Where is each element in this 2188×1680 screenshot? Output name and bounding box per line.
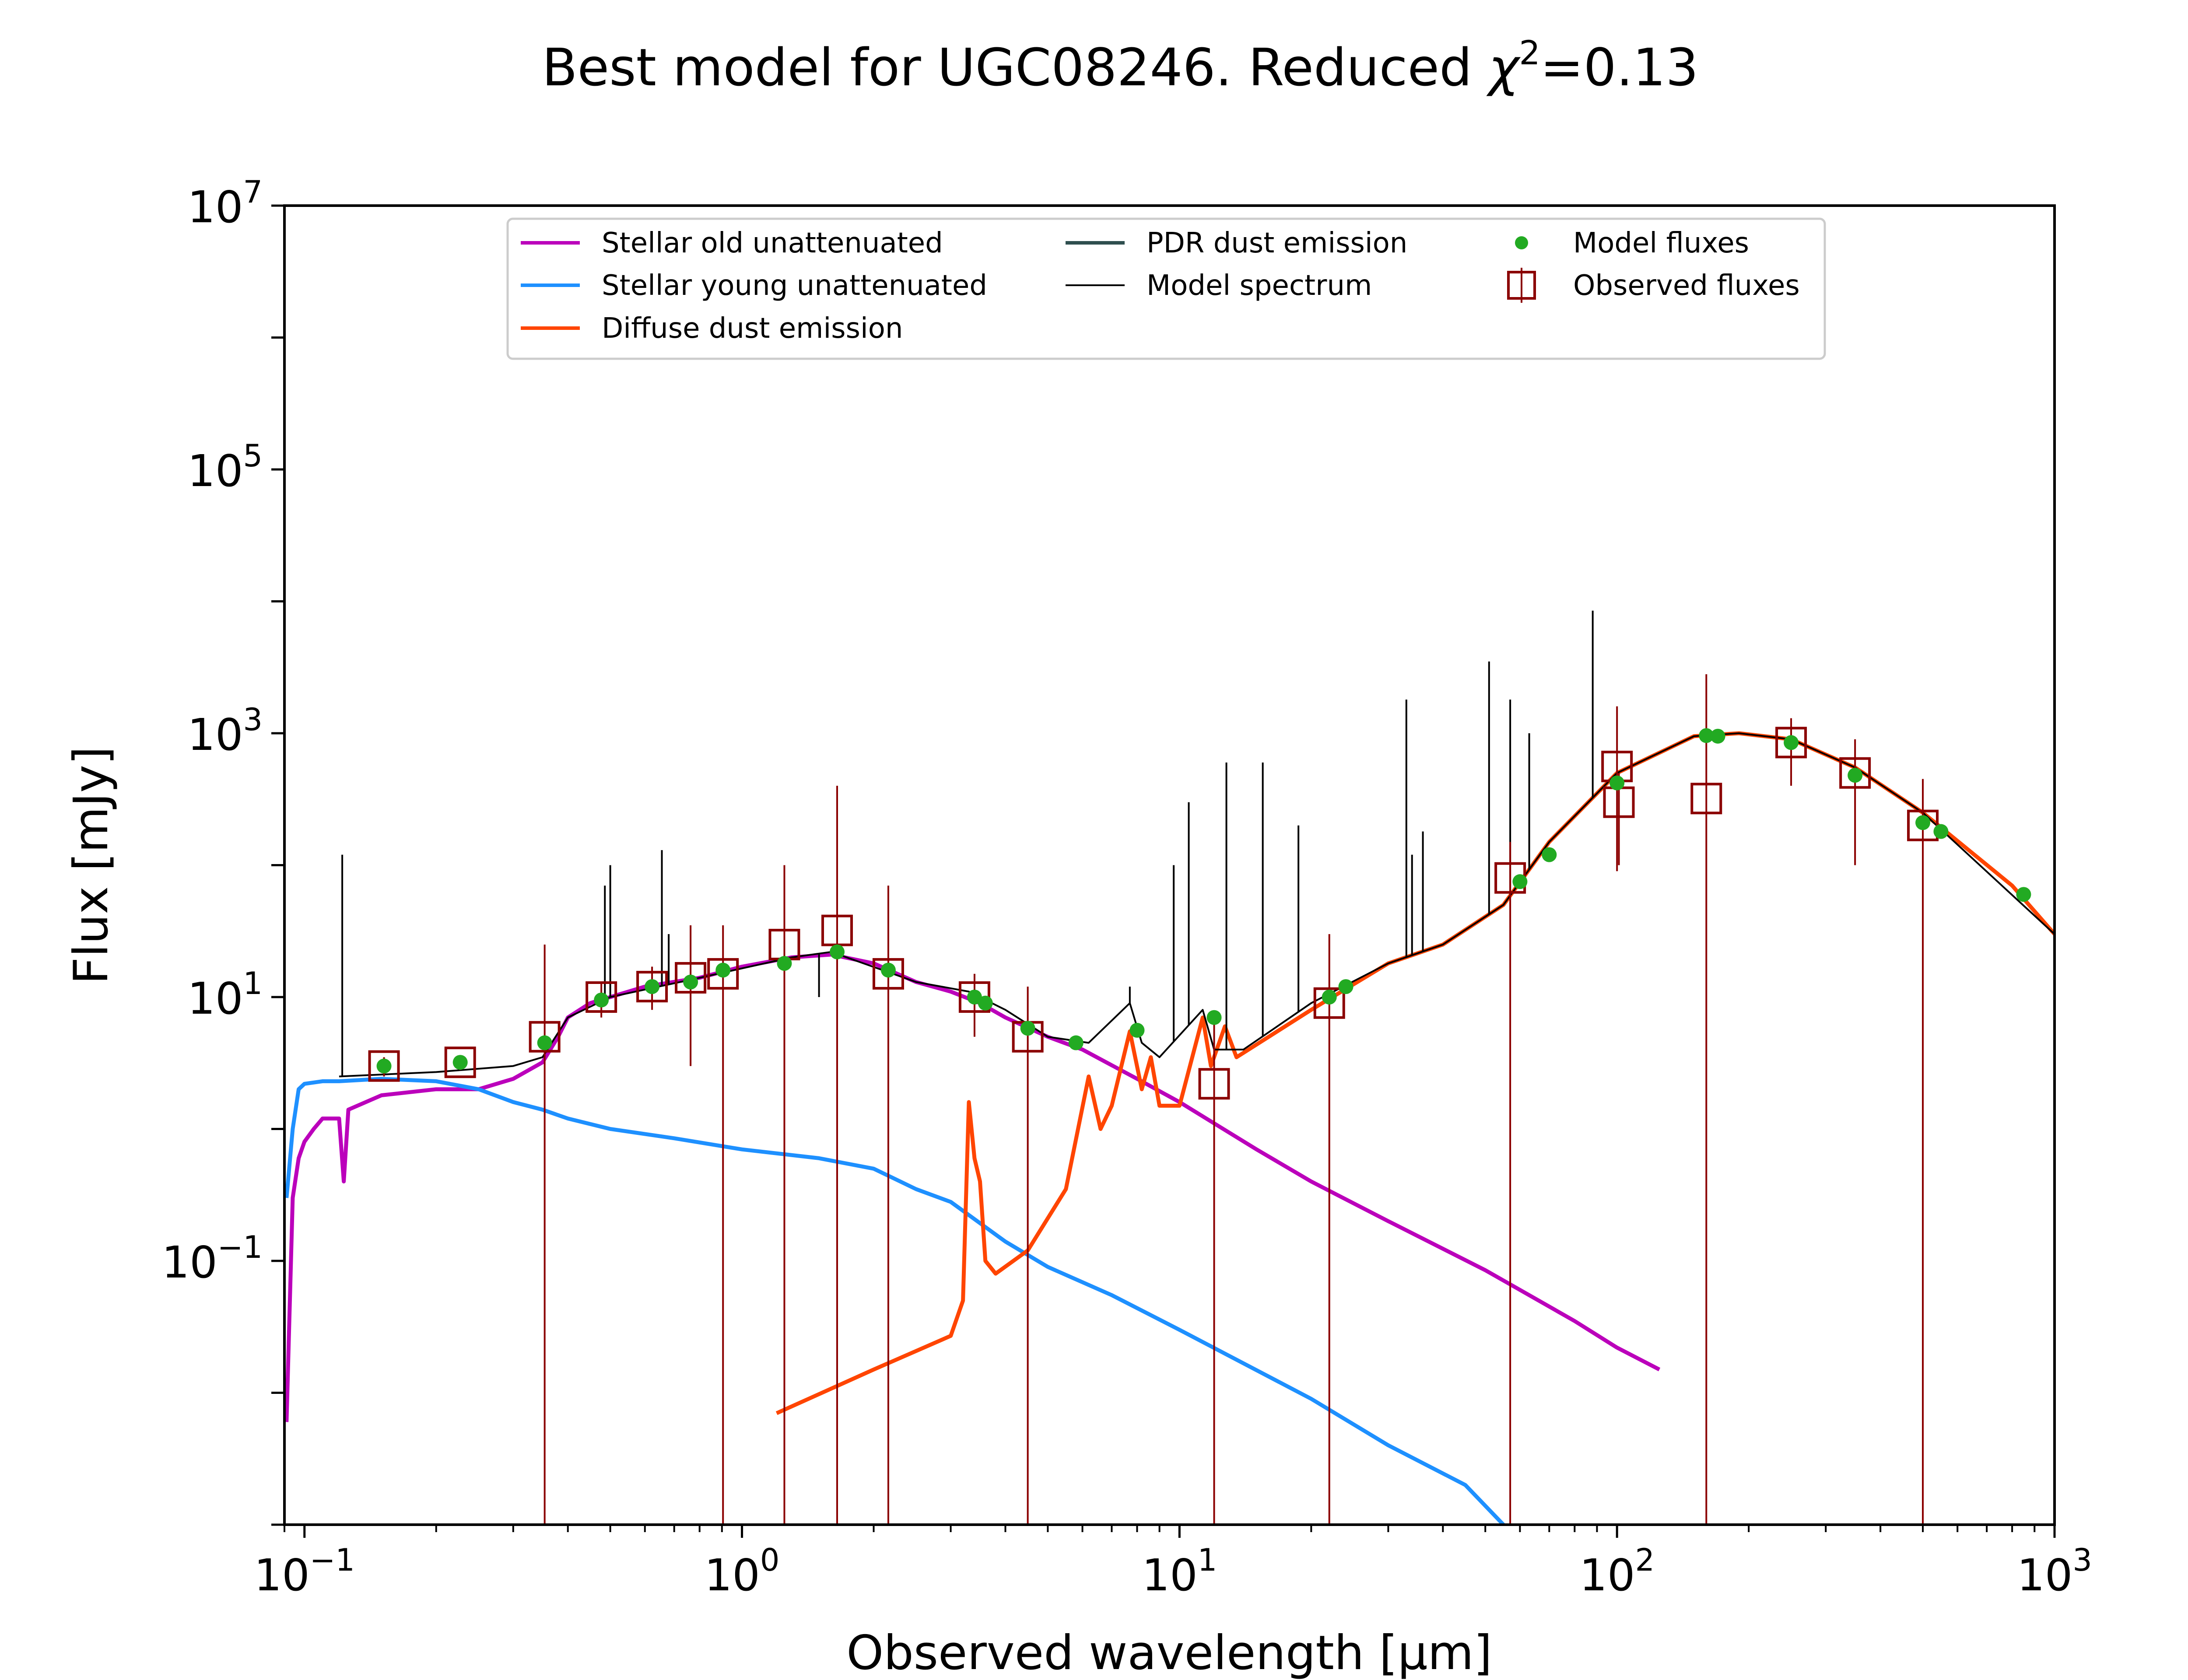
model-flux-point — [1512, 874, 1528, 889]
y-tick-label: 107 — [187, 174, 263, 233]
observed-flux-marker — [1313, 987, 1345, 1019]
model-flux-point — [1129, 1022, 1145, 1038]
model-flux-point — [978, 995, 993, 1011]
model-flux-point — [715, 962, 731, 978]
tick-layer: 10−1 100 101 102 103 10−1 101 103 105 107 — [162, 174, 2092, 1601]
legend-label-stellar-young-unattenuated: Stellar young unattenuated — [602, 270, 987, 302]
observed-flux-marker — [444, 1046, 476, 1078]
model-flux-point — [537, 1035, 552, 1050]
model-flux-point — [1915, 815, 1931, 830]
model-flux-point — [967, 990, 982, 1004]
observed-flux-marker — [1839, 757, 1871, 789]
observed-flux-marker — [586, 981, 617, 1013]
model-flux-point — [1020, 1021, 1035, 1036]
legend-label-diffuse-dust-emission: Diffuse dust emission — [602, 312, 903, 345]
observed-flux-marker — [636, 971, 668, 1003]
model-flux-point — [645, 979, 660, 994]
legend-box — [506, 217, 1826, 360]
legend-label-observed-fluxes: Observed fluxes — [1573, 270, 1800, 302]
legend-swatch-model-fluxes — [1515, 236, 1528, 249]
model-flux-point — [1322, 990, 1337, 1004]
x-tick-label: 101 — [1142, 1542, 1217, 1601]
model-flux-point — [1848, 768, 1863, 783]
model-flux-point — [830, 944, 845, 959]
model-flux-point — [1542, 847, 1557, 862]
x-axis-label: Observed wavelength [μm] — [846, 1626, 1492, 1680]
series-line-stellar-young-unattenuated — [284, 1077, 1505, 1525]
model-flux-point — [1068, 1035, 1083, 1050]
y-tick-label: 103 — [187, 702, 263, 760]
model-flux-point — [1710, 728, 1725, 744]
observed-flux-marker — [675, 962, 707, 994]
model-flux-point — [1609, 775, 1625, 791]
series-line-model-spectrum — [339, 732, 2055, 1078]
chart-title: Best model for UGC08246. Reduced χ2=0.13 — [542, 33, 1699, 98]
y-axis-label: Flux [mJy] — [64, 746, 119, 984]
observed-flux-marker — [872, 958, 904, 990]
x-tick-label: 102 — [1579, 1542, 1655, 1601]
model-flux-point — [683, 974, 698, 990]
model-flux-point — [1338, 979, 1353, 994]
model-flux-point — [2016, 887, 2031, 902]
observed-flux-marker — [529, 1021, 561, 1053]
model-flux-point — [594, 992, 609, 1008]
x-tick-label: 103 — [2017, 1542, 2092, 1601]
model-flux-point — [880, 962, 896, 978]
observed-flux-marker — [707, 958, 739, 990]
model-flux-point — [376, 1058, 392, 1074]
observed-flux-marker — [1775, 727, 1807, 759]
legend-label-model-fluxes: Model fluxes — [1573, 227, 1749, 259]
legend-label-pdr-dust-emission: PDR dust emission — [1147, 227, 1407, 259]
data-layer — [284, 610, 2055, 1525]
x-tick-label: 100 — [705, 1542, 780, 1601]
model-flux-point — [452, 1055, 468, 1070]
model-flux-point — [777, 956, 792, 971]
model-flux-point — [1933, 824, 1949, 839]
model-flux-point — [1206, 1010, 1222, 1025]
model-flux-point — [1784, 735, 1799, 750]
plot-area: 10−1 100 101 102 103 10−1 101 103 105 107 — [162, 174, 2092, 1601]
observed-flux-marker — [1198, 1068, 1230, 1100]
y-tick-label: 101 — [187, 966, 263, 1024]
y-tick-label: 105 — [187, 438, 263, 497]
observed-flux-marker — [1690, 783, 1722, 815]
observed-flux-marker — [368, 1050, 400, 1082]
model-flux-point — [1699, 728, 1714, 743]
x-tick-label: 10−1 — [254, 1542, 355, 1601]
legend-label-model-spectrum: Model spectrum — [1147, 270, 1372, 302]
legend: Stellar old unattenuated Stellar young un… — [506, 217, 1826, 360]
y-tick-label: 10−1 — [162, 1229, 263, 1288]
legend-label-stellar-old-unattenuated: Stellar old unattenuated — [602, 227, 943, 259]
